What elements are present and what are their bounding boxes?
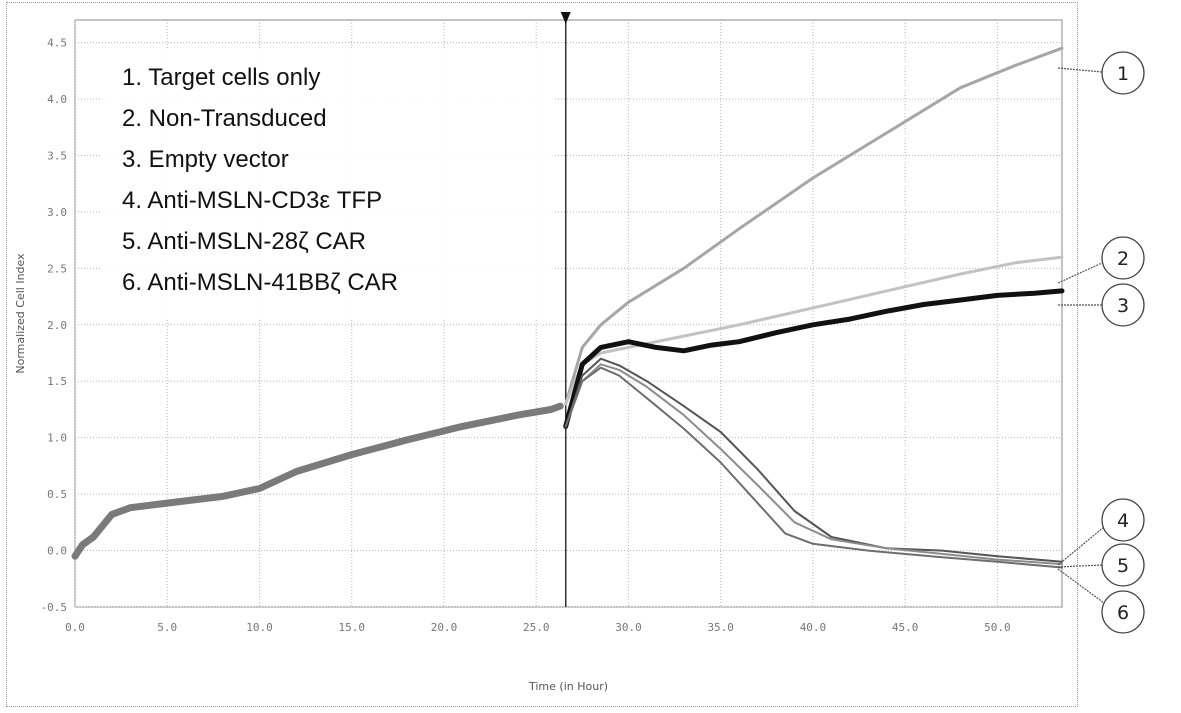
chart-frame bbox=[6, 2, 1078, 707]
legend-entry: 1. Target cells only bbox=[122, 64, 320, 91]
series-line-3 bbox=[563, 288, 1065, 429]
x-tick-label: 10.0 bbox=[246, 621, 273, 634]
callout-leader-2 bbox=[1057, 262, 1103, 284]
x-axis-title: Time (in Hour) bbox=[528, 680, 608, 693]
x-tick-label: 30.0 bbox=[615, 621, 642, 634]
y-tick-label: -0.5 bbox=[41, 601, 68, 614]
x-tick-label: 20.0 bbox=[431, 621, 458, 634]
series-lines bbox=[71, 46, 1065, 569]
x-tick-label: 15.0 bbox=[338, 621, 365, 634]
callout-number-2: 2 bbox=[1117, 248, 1129, 270]
callout-circle-4 bbox=[1101, 498, 1145, 542]
x-tick-label: 50.0 bbox=[984, 621, 1011, 634]
y-tick-label: 0.5 bbox=[47, 488, 67, 501]
grid bbox=[74, 19, 1063, 608]
callout-number-6: 6 bbox=[1117, 602, 1129, 624]
legend-box bbox=[100, 48, 555, 320]
y-tick-label: 3.5 bbox=[47, 149, 67, 162]
x-tick-label: 0.0 bbox=[65, 621, 85, 634]
legend: 1. Target cells only 2. Non-Transduced 3. … bbox=[100, 48, 555, 320]
x-tick-label: 45.0 bbox=[892, 621, 919, 634]
callout-number-3: 3 bbox=[1117, 295, 1129, 317]
legend-entry: 4. Anti-MSLN-CD3ε TFP bbox=[122, 187, 382, 214]
x-tick-label: 35.0 bbox=[707, 621, 734, 634]
legend-entry: 2. Non-Transduced bbox=[122, 105, 327, 132]
series-line-6 bbox=[564, 366, 1063, 569]
callout-circle-2 bbox=[1101, 236, 1145, 280]
series-line-5 bbox=[564, 363, 1063, 566]
callout-circle-3 bbox=[1101, 283, 1145, 327]
callouts: 1 2 3 4 5 6 bbox=[1057, 51, 1145, 634]
callout-leader-4 bbox=[1057, 526, 1105, 566]
legend-entry: 3. Empty vector bbox=[122, 146, 289, 173]
y-tick-label: 0.0 bbox=[47, 545, 67, 558]
x-tick-label: 40.0 bbox=[800, 621, 827, 634]
legend-entry: 6. Anti-MSLN-41BBζ CAR bbox=[122, 269, 398, 296]
y-tick-label: 4.0 bbox=[47, 93, 67, 106]
callout-number-5: 5 bbox=[1117, 555, 1129, 577]
event-marker-arrow bbox=[560, 12, 571, 24]
callout-circle-6 bbox=[1101, 590, 1145, 634]
y-tick-label: 4.5 bbox=[47, 37, 67, 50]
callout-circle-5 bbox=[1101, 543, 1145, 587]
y-tick-label: 2.5 bbox=[47, 262, 67, 275]
tick-labels: 0.0 5.0 10.0 15.0 20.0 25.0 30.0 35.0 40.0 45.0 50… bbox=[41, 37, 1011, 634]
callout-leader-1 bbox=[1057, 67, 1103, 73]
callout-leader-6 bbox=[1057, 568, 1105, 604]
callout-number-4: 4 bbox=[1117, 510, 1129, 532]
y-axis-title: Normalized Cell Index bbox=[14, 253, 27, 374]
y-tick-label: 2.0 bbox=[47, 319, 67, 332]
y-tick-label: 3.0 bbox=[47, 206, 67, 219]
plot-area bbox=[74, 19, 1063, 608]
x-tick-label: 5.0 bbox=[157, 621, 177, 634]
y-tick-label: 1.0 bbox=[47, 432, 67, 445]
callout-number-1: 1 bbox=[1117, 63, 1129, 85]
legend-entry: 5. Anti-MSLN-28ζ CAR bbox=[122, 228, 366, 255]
series-line-2 bbox=[564, 255, 1064, 406]
y-tick-label: 1.5 bbox=[47, 375, 67, 388]
callout-circle-1 bbox=[1101, 51, 1145, 95]
series-line-4 bbox=[564, 357, 1063, 563]
series-line-pre bbox=[71, 402, 564, 560]
callout-leader-5 bbox=[1057, 564, 1103, 568]
series-line-1 bbox=[564, 46, 1064, 406]
x-tick-label: 25.0 bbox=[523, 621, 550, 634]
